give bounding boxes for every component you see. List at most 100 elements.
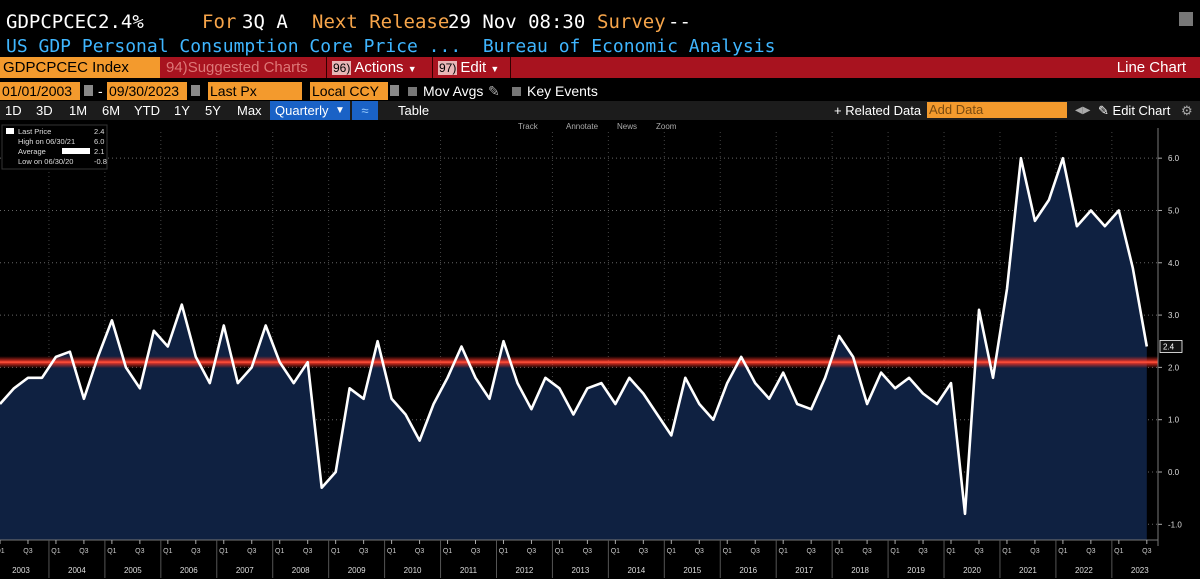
chart-type-label: Line Chart xyxy=(1116,59,1186,76)
data-line xyxy=(0,156,1149,516)
quarter-tick-label: Q3 xyxy=(862,548,871,555)
description-row: US GDP Personal Consumption Core Price .… xyxy=(6,36,775,57)
quarter-tick-label: Q1 xyxy=(1114,548,1123,555)
edit-label: Edit xyxy=(460,59,487,76)
quarter-tick-label: Q3 xyxy=(191,548,200,555)
quarter-tick-label: Q1 xyxy=(723,548,732,555)
actions-label: Actions xyxy=(354,59,404,76)
frequency-select[interactable] xyxy=(270,101,350,120)
quarter-tick-label: Q1 xyxy=(779,548,788,555)
period-1d[interactable]: 1D xyxy=(5,103,22,118)
settings-icon[interactable] xyxy=(1179,12,1193,26)
key-events-label: Key Events xyxy=(527,83,598,99)
legend-high-label: High on 06/30/21 xyxy=(18,137,75,146)
table-button[interactable]: Table xyxy=(398,103,430,118)
line-chart[interactable]: -1.0 0.0 1.0 2.0 3.0 4.0 5.0 6.0 Q1 Q3 Q1 Q3 Q1 Q3 Q1… xyxy=(0,120,1200,579)
data-area xyxy=(0,158,1147,540)
track-tool[interactable]: Track xyxy=(518,122,539,131)
end-date-input[interactable]: 09/30/2023 xyxy=(107,82,187,100)
description: US GDP Personal Consumption Core Price .… xyxy=(6,36,462,57)
annotate-tool[interactable]: Annotate xyxy=(566,122,599,131)
quarter-tick-label: Q3 xyxy=(415,548,424,555)
quarter-tick-label: Q1 xyxy=(890,548,899,555)
quarter-tick-label: Q1 xyxy=(667,548,676,555)
quarter-tick-label: Q1 xyxy=(163,548,172,555)
quarter-tick-label: Q1 xyxy=(387,548,396,555)
frequency-label: Quarterly xyxy=(275,103,329,118)
next-release-label: Next Release xyxy=(312,11,450,33)
gear-icon[interactable]: ⚙ xyxy=(1181,103,1193,118)
period-1m[interactable]: 1M xyxy=(69,103,88,118)
quarter-tick-label: Q3 xyxy=(751,548,760,555)
year-label: 2017 xyxy=(795,566,813,575)
period-max[interactable]: Max xyxy=(237,103,262,118)
quarter-tick-label: Q3 xyxy=(583,548,592,555)
calendar-icon[interactable] xyxy=(191,85,200,96)
legend-low-label: Low on 06/30/20 xyxy=(18,157,73,166)
legend-high-value: 6.0 xyxy=(94,137,104,146)
currency-select[interactable]: Local CCY xyxy=(310,82,388,100)
related-data-button[interactable]: + Related Data xyxy=(834,103,922,118)
field-select[interactable]: Last Px xyxy=(208,82,302,100)
quarter-tick-label: Q1 xyxy=(443,548,452,555)
quarter-tick-label: Q1 xyxy=(275,548,284,555)
news-tool[interactable]: News xyxy=(617,122,637,131)
period-6m[interactable]: 6M xyxy=(102,103,121,118)
suggested-charts-button[interactable]: 94)Suggested Charts xyxy=(166,57,308,78)
calendar-icon[interactable] xyxy=(84,85,93,96)
actions-menu[interactable]: 96) Actions ▼ xyxy=(332,57,417,80)
period-ytd[interactable]: YTD xyxy=(134,103,160,118)
quarter-tick-label: Q1 xyxy=(1002,548,1011,555)
year-label: 2011 xyxy=(460,566,478,575)
next-release-date: 29 Nov 08:30 xyxy=(448,11,586,33)
security-header: GDPCPCEC 2.4% For 3Q A Next Release 29 N… xyxy=(0,8,1200,38)
edit-chart-button[interactable]: ✎ Edit Chart xyxy=(1098,101,1170,120)
quarter-tick-label: Q1 xyxy=(51,548,60,555)
security-field[interactable]: GDPCPCEC Index xyxy=(0,57,160,78)
year-label: 2019 xyxy=(907,566,925,575)
add-data-input[interactable]: Add Data xyxy=(927,102,1067,118)
last-value-label: 2.4 xyxy=(1163,342,1175,351)
pencil-icon: ✎ xyxy=(1098,103,1109,118)
expand-icon[interactable]: ◀▶ xyxy=(1075,105,1091,116)
edit-num: 97) xyxy=(438,61,458,75)
mov-avgs-label: Mov Avgs xyxy=(423,83,484,99)
year-label: 2004 xyxy=(68,566,86,575)
year-label: 2007 xyxy=(236,566,254,575)
quarter-tick-label: Q1 xyxy=(555,548,564,555)
period-3d[interactable]: 3D xyxy=(36,103,53,118)
dropdown-icon[interactable] xyxy=(390,85,399,96)
quarter-tick-label: Q3 xyxy=(1030,548,1039,555)
quarter-tick-label: Q3 xyxy=(527,548,536,555)
quarter-tick-label: Q3 xyxy=(1086,548,1095,555)
last-value: 2.4% xyxy=(98,11,144,33)
edit-menu[interactable]: 97) Edit ▼ xyxy=(438,57,499,80)
year-label: 2021 xyxy=(1019,566,1037,575)
year-label: 2015 xyxy=(683,566,701,575)
y-tick-label: 0.0 xyxy=(1168,468,1180,477)
period-5y[interactable]: 5Y xyxy=(205,103,221,118)
year-label: 2012 xyxy=(516,566,534,575)
pencil-icon[interactable]: ✎ xyxy=(488,83,500,99)
caret-down-icon: ▼ xyxy=(407,64,417,74)
year-label: 2008 xyxy=(292,566,310,575)
actions-num: 96) xyxy=(332,61,352,75)
y-tick-label: 3.0 xyxy=(1168,311,1180,320)
legend: Last Price 2.4 High on 06/30/21 6.0 Aver… xyxy=(1,124,108,170)
quarter-tick-label: Q3 xyxy=(135,548,144,555)
period-1y[interactable]: 1Y xyxy=(174,103,190,118)
quarter-tick-label: Q1 xyxy=(219,548,228,555)
line-chart-icon[interactable]: ≈ xyxy=(352,101,378,120)
zoom-tool[interactable]: Zoom xyxy=(656,122,677,131)
legend-avg-label: Average xyxy=(18,147,46,156)
quarter-tick-label: Q1 xyxy=(0,548,5,555)
quarter-tick-label: Q1 xyxy=(1058,548,1067,555)
range-bar: 01/01/2003 - 09/30/2023 Last Px Local CC… xyxy=(0,82,1200,101)
start-date-input[interactable]: 01/01/2003 xyxy=(0,82,80,100)
quarter-tick-label: Q1 xyxy=(331,548,340,555)
mov-avgs-checkbox[interactable] xyxy=(408,87,417,96)
year-label: 2013 xyxy=(572,566,590,575)
last-value-tag xyxy=(1159,340,1183,353)
key-events-checkbox[interactable] xyxy=(512,87,521,96)
survey-label: Survey xyxy=(597,11,666,33)
